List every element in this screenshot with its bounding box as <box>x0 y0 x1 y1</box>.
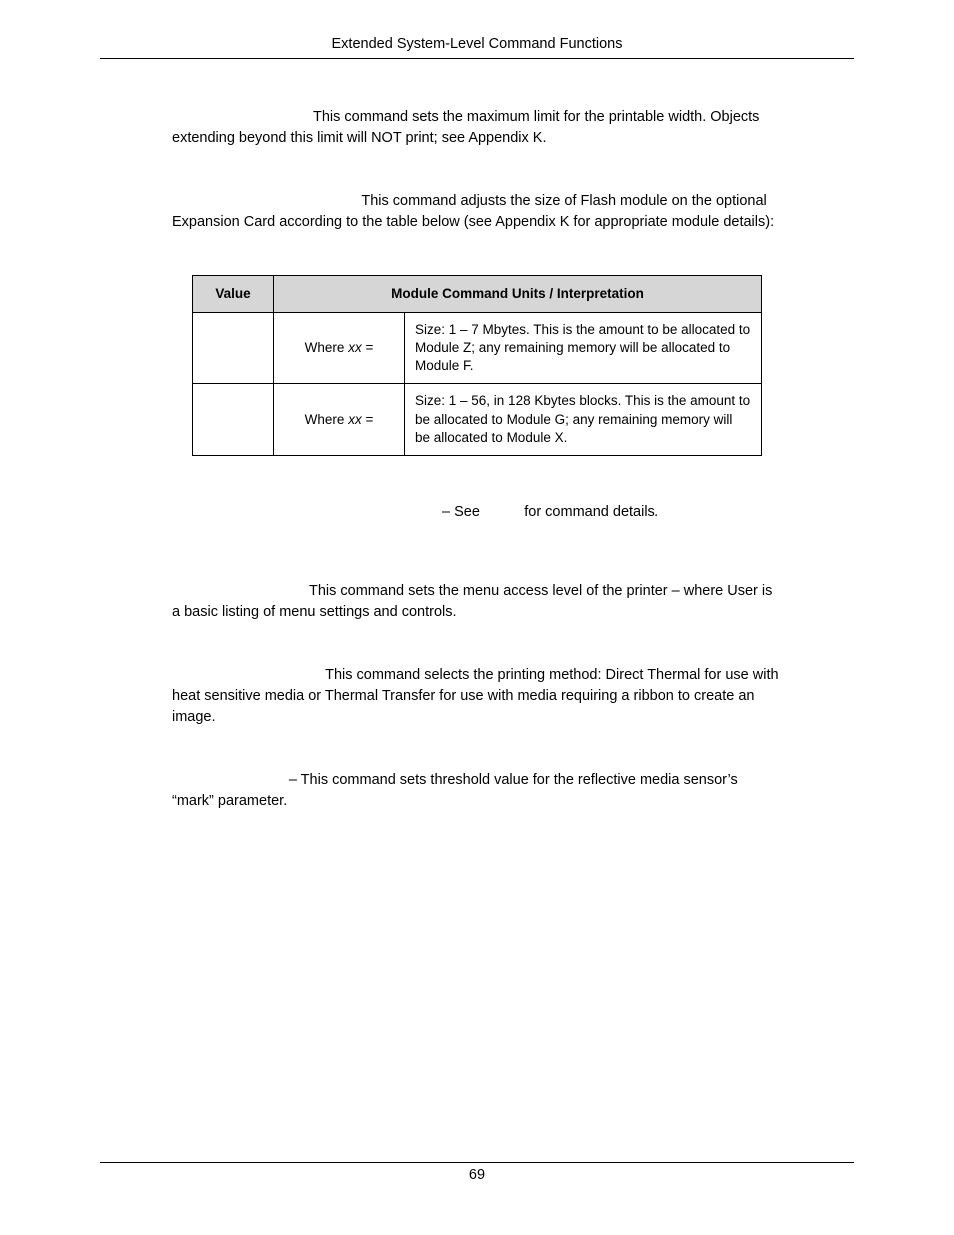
page-header: Extended System-Level Command Functions <box>100 36 854 59</box>
table-row: Where xx = Size: 1 – 7 Mbytes. This is t… <box>193 312 762 384</box>
page-content: This command sets the maximum limit for … <box>100 59 854 812</box>
para1-pad <box>172 107 313 128</box>
cell-desc: Size: 1 – 56, in 128 Kbytes blocks. This… <box>405 384 762 456</box>
see-dash: – See <box>442 504 480 520</box>
where-suffix: = <box>362 412 374 427</box>
page: Extended System-Level Command Functions … <box>0 0 954 1235</box>
where-prefix: Where <box>305 412 349 427</box>
cell-value <box>193 384 274 456</box>
see-reference-line: – See for command details. <box>172 502 782 523</box>
paragraph-threshold: – This command sets threshold value for … <box>172 770 782 812</box>
where-suffix: = <box>362 340 374 355</box>
col-value: Value <box>193 276 274 313</box>
see-tail: for command details <box>524 504 655 520</box>
module-table: Value Module Command Units / Interpretat… <box>192 275 762 456</box>
page-number: 69 <box>469 1167 485 1183</box>
cell-desc: Size: 1 – 7 Mbytes. This is the amount t… <box>405 312 762 384</box>
cell-value <box>193 312 274 384</box>
see-period: . <box>655 504 659 520</box>
header-title: Extended System-Level Command Functions <box>332 36 623 52</box>
para4-pad <box>172 665 325 686</box>
see-gap <box>480 504 524 520</box>
where-xx: xx <box>348 340 362 355</box>
cell-where: Where xx = <box>274 384 405 456</box>
paragraph-print-method: This command selects the printing method… <box>172 665 782 728</box>
paragraph-flash-module: This command adjusts the size of Flash m… <box>172 191 782 233</box>
para2-pad <box>172 191 361 212</box>
para3-pad <box>172 581 309 602</box>
where-prefix: Where <box>305 340 349 355</box>
para5-pad <box>172 770 289 791</box>
module-table-wrap: Value Module Command Units / Interpretat… <box>192 275 762 456</box>
table-row: Where xx = Size: 1 – 56, in 128 Kbytes b… <box>193 384 762 456</box>
paragraph-label-width: This command sets the maximum limit for … <box>172 107 782 149</box>
col-interpretation: Module Command Units / Interpretation <box>274 276 762 313</box>
table-header-row: Value Module Command Units / Interpretat… <box>193 276 762 313</box>
cell-where: Where xx = <box>274 312 405 384</box>
page-footer: 69 <box>100 1162 854 1183</box>
where-xx: xx <box>348 412 362 427</box>
paragraph-menu-access: This command sets the menu access level … <box>172 581 782 623</box>
